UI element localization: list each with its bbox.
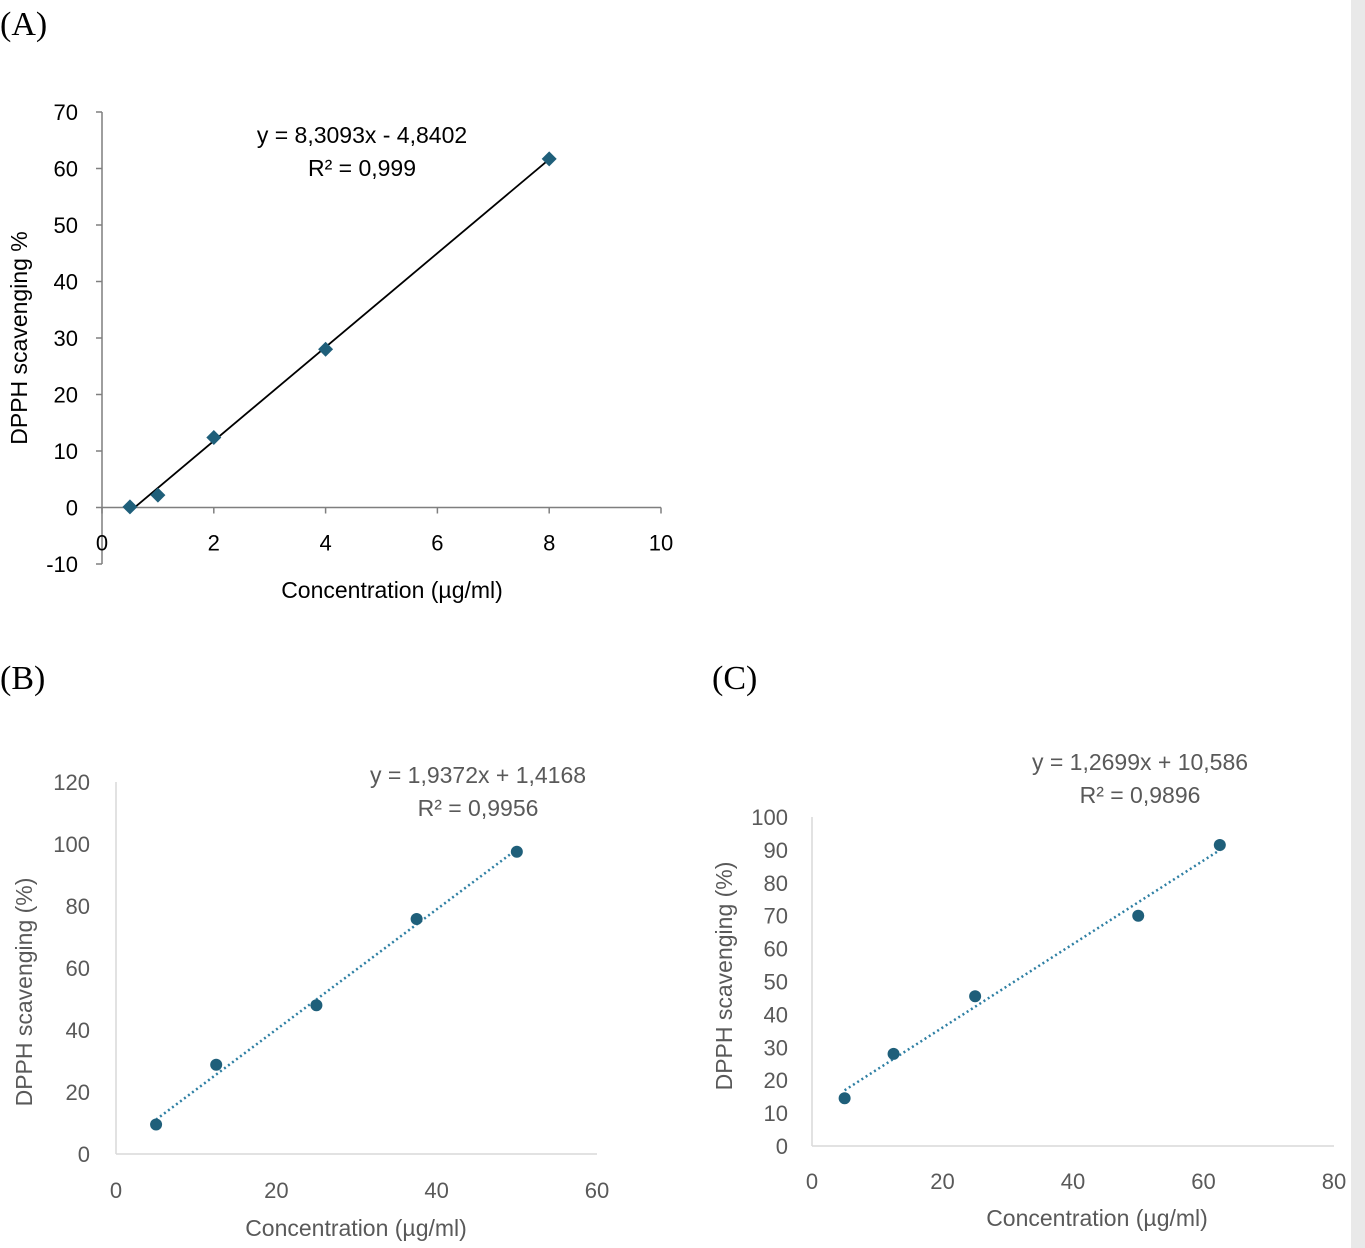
chart-b-x-tick-label: 0: [110, 1178, 122, 1203]
chart-a-x-tick-label: 0: [96, 531, 108, 556]
chart-b-y-tick-label: 100: [53, 832, 90, 857]
page-edge-strip: [1351, 0, 1365, 1248]
chart-a-equation: y = 8,3093x - 4,8402: [257, 122, 467, 148]
chart-a-data-point: [541, 151, 557, 167]
chart-c-xlabel: Concentration (µg/ml): [986, 1205, 1208, 1231]
chart-b-y-tick-label: 20: [66, 1080, 90, 1105]
chart-a-y-tick-label: 30: [54, 326, 78, 351]
chart-b-y-tick-label: 0: [78, 1142, 90, 1167]
chart-a-x-tick-label: 6: [431, 531, 443, 556]
chart-b-x-tick-label: 20: [264, 1178, 288, 1203]
chart-c-y-tick-label: 40: [764, 1002, 788, 1027]
chart-b-data-point: [510, 845, 523, 858]
chart-c-ylabel: DPPH scavenging (%): [711, 862, 737, 1091]
chart-c-data-point: [838, 1092, 851, 1105]
chart-c-y-tick-label: 100: [751, 805, 788, 830]
chart-c-equation: y = 1,2699x + 10,586: [1032, 749, 1248, 775]
chart-b-data-point: [410, 913, 423, 926]
chart-a: y = 8,3093x - 4,8402 R² = 0,999 Concentr…: [6, 100, 673, 603]
chart-a-y-tick-label: 70: [54, 100, 78, 125]
chart-a-y-tick-label: 60: [54, 157, 78, 182]
chart-c-y-tick-label: 90: [764, 838, 788, 863]
chart-c-x-tick-label: 0: [806, 1169, 818, 1194]
chart-b-y-tick-label: 60: [66, 956, 90, 981]
chart-a-data-point: [122, 499, 138, 515]
chart-c-x-tick-label: 60: [1191, 1169, 1215, 1194]
chart-c-y-tick-label: 30: [764, 1035, 788, 1060]
chart-a-y-tick-label: -10: [46, 552, 78, 577]
chart-b: y = 1,9372x + 1,4168 R² = 0,9956 Concent…: [11, 762, 609, 1241]
chart-b-data-point: [310, 999, 323, 1012]
chart-c-y-tick-label: 20: [764, 1068, 788, 1093]
chart-c-y-tick-label: 50: [764, 970, 788, 995]
chart-a-data-point: [318, 341, 334, 357]
chart-b-data-point: [150, 1118, 163, 1131]
chart-a-r2: R² = 0,999: [308, 155, 416, 181]
chart-a-y-tick-label: 50: [54, 213, 78, 238]
chart-c-x-tick-label: 40: [1061, 1169, 1085, 1194]
chart-c-y-tick-label: 10: [764, 1101, 788, 1126]
chart-c-data-point: [1213, 838, 1226, 851]
chart-a-y-tick-label: 40: [54, 270, 78, 295]
chart-a-trendline: [129, 158, 550, 513]
chart-c-data-point: [1132, 909, 1145, 922]
chart-a-ylabel: DPPH scavenging %: [6, 231, 32, 445]
chart-a-x-tick-label: 8: [543, 531, 555, 556]
chart-a-xlabel: Concentration (µg/ml): [281, 577, 503, 603]
chart-b-ylabel: DPPH scavenging (%): [11, 878, 37, 1107]
chart-b-data-point: [210, 1058, 223, 1071]
chart-c-data-point: [887, 1047, 900, 1060]
chart-c-data-point: [969, 990, 982, 1003]
chart-b-x-tick-label: 60: [585, 1178, 609, 1203]
chart-a-y-tick-label: 0: [66, 496, 78, 521]
chart-c-y-tick-label: 60: [764, 937, 788, 962]
chart-a-y-tick-label: 10: [54, 439, 78, 464]
chart-b-r2: R² = 0,9956: [418, 795, 539, 821]
chart-c-x-tick-label: 20: [930, 1169, 954, 1194]
chart-a-x-tick-label: 2: [208, 531, 220, 556]
chart-c-y-tick-label: 80: [764, 871, 788, 896]
chart-c: y = 1,2699x + 10,586 R² = 0,9896 Concent…: [711, 749, 1346, 1231]
chart-b-xlabel: Concentration (µg/ml): [245, 1215, 467, 1241]
chart-b-equation: y = 1,9372x + 1,4168: [370, 762, 586, 788]
chart-a-x-tick-label: 10: [649, 531, 673, 556]
chart-b-trendline: [155, 848, 518, 1121]
chart-c-y-tick-label: 0: [776, 1134, 788, 1159]
chart-a-x-tick-label: 4: [319, 531, 331, 556]
chart-b-y-tick-label: 40: [66, 1018, 90, 1043]
panel-label-b: (B): [0, 660, 46, 697]
chart-c-y-tick-label: 70: [764, 904, 788, 929]
chart-b-x-tick-label: 40: [424, 1178, 448, 1203]
chart-a-data-point: [150, 487, 166, 503]
panel-label-a: (A): [0, 6, 48, 43]
chart-a-data-point: [206, 429, 222, 445]
chart-c-x-tick-label: 80: [1322, 1169, 1346, 1194]
chart-c-trendline: [843, 848, 1221, 1092]
chart-b-y-tick-label: 120: [53, 770, 90, 795]
chart-b-y-tick-label: 80: [66, 894, 90, 919]
chart-a-y-tick-label: 20: [54, 383, 78, 408]
chart-c-r2: R² = 0,9896: [1080, 782, 1201, 808]
panel-label-c: (C): [712, 660, 758, 697]
